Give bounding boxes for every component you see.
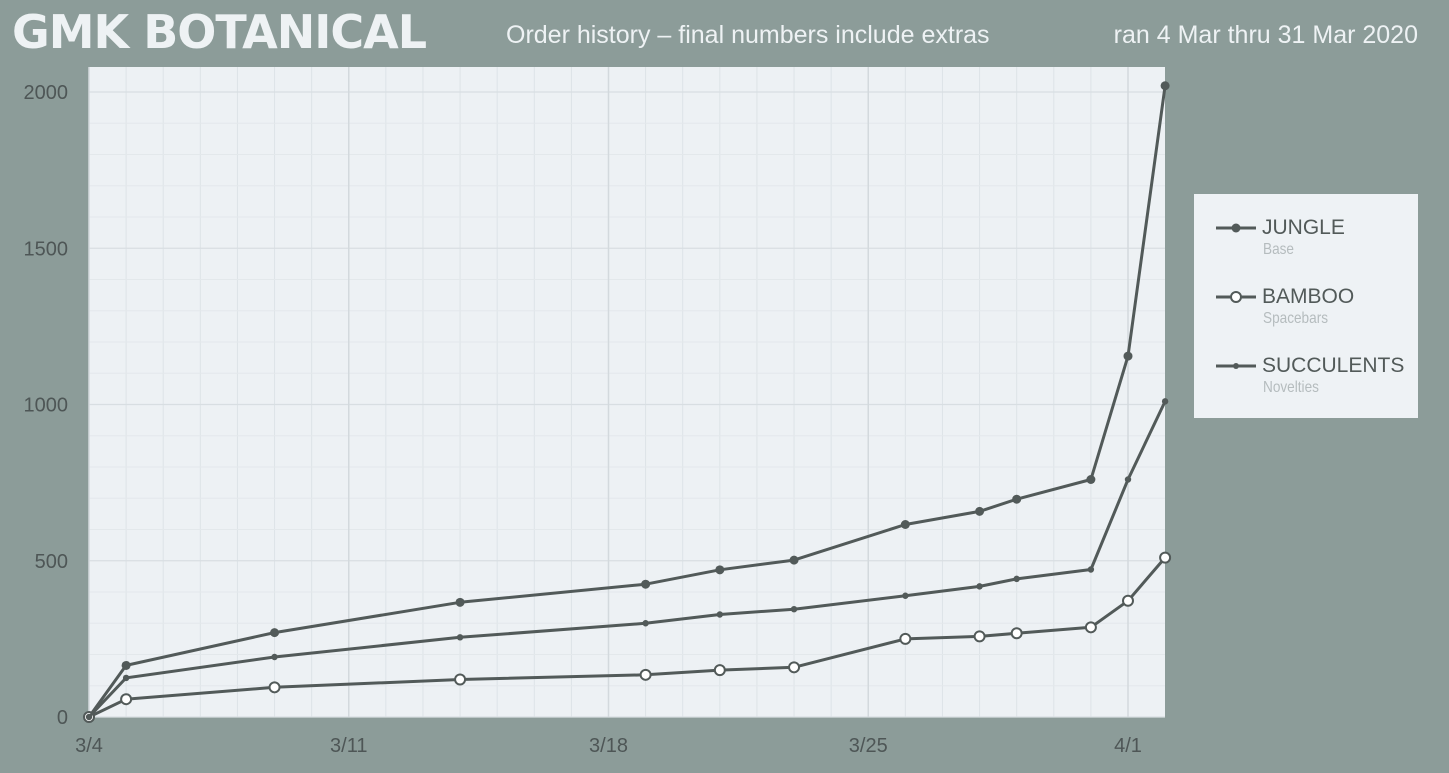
- data-point-jungle: [1012, 494, 1022, 504]
- legend-sublabel-bamboo: Spacebars: [1263, 310, 1329, 327]
- y-tick-label: 500: [35, 551, 68, 573]
- data-point-jungle: [641, 579, 651, 589]
- y-tick-label: 0: [57, 707, 68, 729]
- data-point-bamboo: [899, 632, 912, 645]
- series-layer: [83, 81, 1172, 723]
- data-point-jungle: [1160, 81, 1170, 91]
- data-point-jungle: [121, 660, 131, 670]
- y-tick-label: 1500: [24, 238, 69, 260]
- data-point-jungle: [1086, 475, 1096, 484]
- y-tick-label: 2000: [24, 82, 69, 104]
- legend: JUNGLE Base BAMBOO Spacebars SUCCULENTS …: [1194, 194, 1418, 418]
- plot-area: [89, 67, 1165, 717]
- legend-sublabel-succulents: Novelties: [1263, 379, 1319, 396]
- data-point-succulents: [85, 713, 93, 721]
- data-point-jungle: [270, 628, 280, 638]
- data-point-succulents: [716, 611, 724, 618]
- y-tick-label: 1000: [24, 395, 69, 417]
- x-tick-label: 3/4: [75, 735, 103, 757]
- data-point-succulents: [790, 605, 798, 613]
- legend-swatch-hollow-circle: [1216, 291, 1256, 303]
- legend-label-jungle: JUNGLE: [1262, 216, 1345, 239]
- legend-label-bamboo: BAMBOO: [1262, 285, 1355, 308]
- series-bamboo: [83, 551, 1172, 723]
- data-point-succulents: [902, 592, 909, 599]
- data-point-jungle: [715, 565, 725, 575]
- data-point-jungle: [789, 555, 799, 565]
- data-point-jungle: [455, 597, 465, 607]
- legend-swatch-filled-circle: [1216, 223, 1256, 233]
- data-point-jungle: [900, 520, 910, 529]
- data-point-succulents: [122, 674, 130, 682]
- data-point-bamboo: [973, 630, 986, 643]
- data-point-bamboo: [713, 664, 726, 677]
- date-range: ran 4 Mar thru 31 Mar 2020: [1113, 21, 1418, 49]
- data-point-bamboo: [1159, 551, 1172, 564]
- legend-label-succulents: SUCCULENTS: [1262, 354, 1405, 377]
- data-point-bamboo: [788, 661, 801, 674]
- x-tick-label: 4/1: [1114, 735, 1142, 757]
- data-point-succulents: [1161, 398, 1169, 405]
- data-point-bamboo: [1084, 621, 1097, 634]
- legend-sublabel-jungle: Base: [1263, 241, 1294, 258]
- x-tick-label: 3/18: [589, 735, 628, 757]
- data-point-succulents: [456, 634, 464, 641]
- data-point-bamboo: [268, 681, 281, 694]
- data-point-bamboo: [120, 693, 133, 706]
- chart-subtitle: Order history – final numbers include ex…: [506, 21, 990, 49]
- brand-title: GMK BOTANICAL: [12, 5, 427, 59]
- axes: 0 500 1000 1500 2000 3/4 3/11 3/18 3/25 4/1: [24, 82, 1142, 757]
- data-point-bamboo: [454, 673, 467, 686]
- legend-swatch-small-dot: [1216, 363, 1256, 369]
- series-succulents: [85, 398, 1169, 721]
- x-tick-label: 3/11: [330, 735, 367, 757]
- data-point-succulents: [1124, 476, 1132, 483]
- data-point-succulents: [642, 620, 649, 627]
- data-point-jungle: [1123, 351, 1133, 361]
- x-tick-label: 3/25: [849, 735, 888, 757]
- data-point-bamboo: [639, 668, 652, 681]
- data-point-bamboo: [1010, 627, 1023, 640]
- data-point-succulents: [1087, 566, 1095, 573]
- grid-lines: [88, 67, 1165, 718]
- data-point-succulents: [271, 653, 278, 661]
- data-point-bamboo: [1122, 594, 1134, 607]
- data-point-succulents: [976, 583, 983, 590]
- data-point-succulents: [1013, 575, 1020, 583]
- data-point-jungle: [975, 506, 985, 516]
